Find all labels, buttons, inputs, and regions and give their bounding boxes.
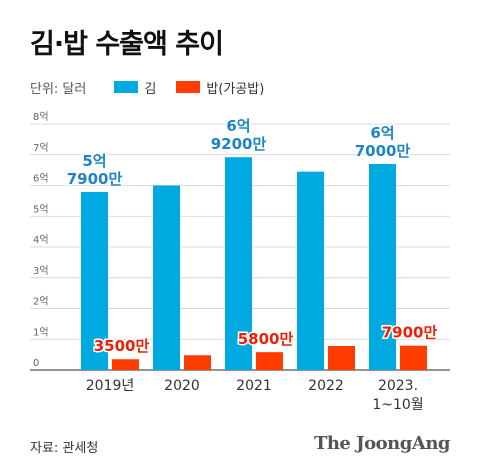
y-tick-label: 0 (33, 358, 39, 369)
data-label-bap: 7900만 (382, 324, 438, 342)
bar-bap (256, 352, 283, 370)
x-tick-label: 2023. (378, 378, 418, 394)
bar-bap (112, 359, 139, 370)
data-label-bap: 5800만 (238, 330, 294, 348)
x-tick-label: 1~10월 (372, 397, 423, 413)
data-label-gim: 5억 (82, 152, 106, 170)
y-tick-label: 6억 (33, 173, 49, 185)
legend: 단위: 달러 김 밥(가공밥) (30, 77, 284, 97)
data-label-gim: 7000만 (355, 142, 411, 160)
x-tick-label: 2020 (164, 378, 200, 394)
y-tick-label: 1억 (33, 326, 49, 338)
y-tick-label: 7억 (33, 142, 49, 154)
chart-title: 김·밥 수출액 추이 (30, 29, 224, 60)
y-tick-label: 4억 (33, 234, 49, 246)
unit-label: 단위: 달러 (30, 81, 87, 97)
data-label-bap: 3500만 (94, 337, 150, 355)
bar-gim (153, 185, 180, 370)
y-tick-label: 2억 (33, 296, 49, 308)
data-label-gim: 9200만 (211, 135, 267, 153)
legend-item-bap: 밥(가공밥) (176, 78, 264, 97)
legend-label-gim: 김 (144, 81, 157, 97)
y-tick-label: 8억 (33, 111, 49, 123)
legend-swatch-bap (176, 81, 201, 93)
bar-gim (369, 163, 396, 370)
legend-label-bap: 밥(가공밥) (206, 81, 265, 97)
x-tick-label: 2021 (236, 378, 272, 394)
bar-bap (400, 345, 427, 370)
bar-bap (328, 346, 355, 370)
data-label-gim: 6억 (226, 117, 250, 135)
bar-gim (225, 157, 252, 370)
bar-gim (81, 191, 108, 370)
brand-logo: The JoongAng (313, 433, 451, 454)
legend-swatch-gim (114, 81, 139, 93)
source-note: 자료: 관세청 (30, 441, 99, 456)
bar-bap (184, 355, 211, 370)
legend-item-gim: 김 (114, 78, 156, 97)
x-tick-label: 2022 (308, 378, 344, 394)
data-label-gim: 6억 (370, 124, 394, 142)
x-tick-label: 2019년 (86, 378, 135, 394)
data-label-gim: 7900만 (67, 170, 123, 188)
bar-gim (297, 171, 324, 370)
y-tick-label: 3억 (33, 265, 49, 277)
y-tick-label: 5억 (33, 203, 49, 215)
